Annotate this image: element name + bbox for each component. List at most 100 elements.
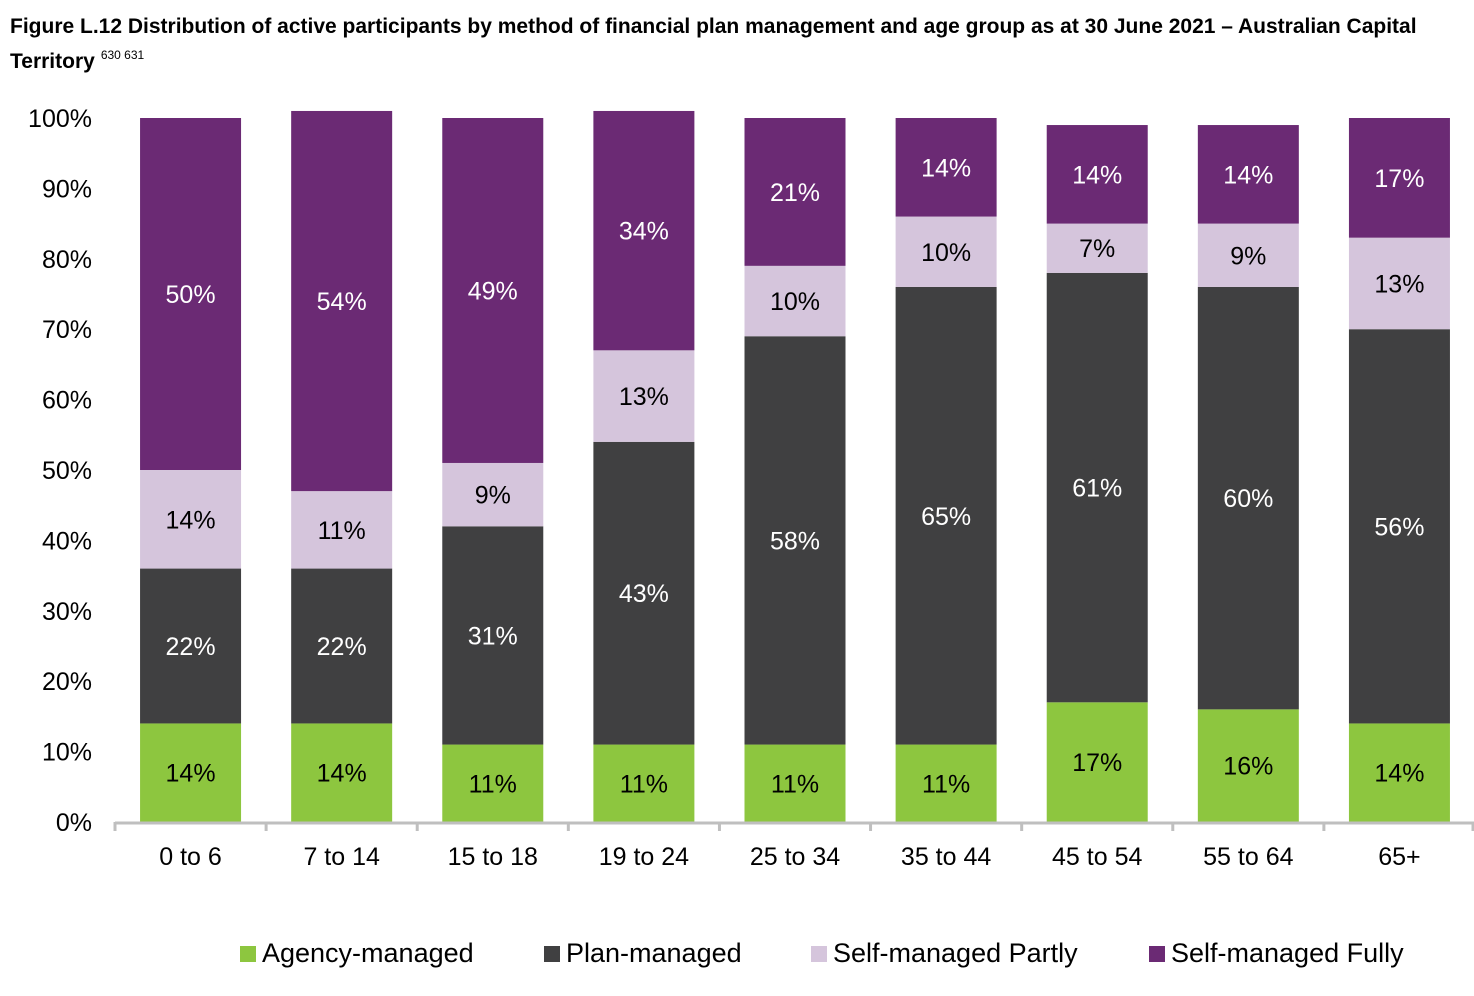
y-tick-label: 10% bbox=[42, 739, 92, 767]
data-label: 14% bbox=[1072, 161, 1122, 189]
data-label: 10% bbox=[921, 239, 971, 267]
chart-title: Figure L.12 Distribution of active parti… bbox=[10, 12, 1460, 76]
y-tick-label: 50% bbox=[42, 457, 92, 485]
bar-segment-self-managed-fully bbox=[593, 110, 695, 351]
y-tick-label: 90% bbox=[42, 175, 92, 203]
data-label: 14% bbox=[921, 154, 971, 182]
legend-item: Agency-managed bbox=[240, 938, 474, 969]
data-label: 43% bbox=[619, 580, 669, 608]
bar-segment-plan-managed bbox=[744, 336, 846, 745]
bar-segment-agency-managed bbox=[1197, 709, 1299, 822]
bar-segment-self-managed-partly bbox=[1046, 223, 1148, 273]
data-label: 14% bbox=[166, 760, 216, 788]
data-label: 54% bbox=[317, 288, 367, 316]
legend-item: Self-managed Partly bbox=[811, 938, 1078, 969]
data-label: 17% bbox=[1072, 749, 1122, 777]
bar-segment-plan-managed bbox=[140, 568, 242, 724]
bar-segment-self-managed-fully bbox=[442, 118, 544, 463]
bar-segment-self-managed-partly bbox=[1348, 237, 1450, 330]
x-tick-label: 35 to 44 bbox=[901, 843, 991, 871]
x-tick-label: 0 to 6 bbox=[159, 843, 222, 871]
y-tick-label: 20% bbox=[42, 668, 92, 696]
data-label: 14% bbox=[1374, 760, 1424, 788]
bar-segment-self-managed-partly bbox=[140, 470, 242, 569]
bar-segment-plan-managed bbox=[593, 441, 695, 745]
bar-segment-self-managed-partly bbox=[291, 491, 393, 569]
chart-title-text: Figure L.12 Distribution of active parti… bbox=[10, 15, 1417, 73]
data-label: 21% bbox=[770, 179, 820, 207]
data-label: 13% bbox=[1374, 270, 1424, 298]
data-label: 60% bbox=[1223, 485, 1273, 513]
y-tick-label: 80% bbox=[42, 246, 92, 274]
data-label: 9% bbox=[1230, 242, 1266, 270]
y-tick-label: 40% bbox=[42, 527, 92, 555]
x-tick-label: 7 to 14 bbox=[303, 843, 380, 871]
bar-segment-plan-managed bbox=[1197, 286, 1299, 710]
bar-segment-self-managed-partly bbox=[1197, 223, 1299, 287]
x-tick-label: 65+ bbox=[1378, 843, 1420, 871]
bar-segment-plan-managed bbox=[1348, 329, 1450, 724]
chart-legend: Agency-managed Plan-managed Self-managed P… bbox=[0, 938, 1474, 978]
x-tick-label: 15 to 18 bbox=[448, 843, 538, 871]
data-label: 65% bbox=[921, 503, 971, 531]
data-label: 56% bbox=[1374, 513, 1424, 541]
x-tick-label: 45 to 54 bbox=[1052, 843, 1142, 871]
data-label: 49% bbox=[468, 277, 518, 305]
data-label: 34% bbox=[619, 218, 669, 246]
bar-segment-agency-managed bbox=[291, 723, 393, 822]
data-label: 11% bbox=[620, 770, 668, 798]
bar-segment-agency-managed bbox=[895, 744, 997, 822]
bar-segment-plan-managed bbox=[442, 526, 544, 745]
bar-segment-self-managed-fully bbox=[1197, 125, 1299, 224]
y-tick-label: 30% bbox=[42, 598, 92, 626]
bar-segment-agency-managed bbox=[1046, 702, 1148, 822]
data-label: 22% bbox=[317, 633, 367, 661]
legend-label: Self-managed Fully bbox=[1171, 938, 1404, 968]
data-label: 11% bbox=[318, 517, 366, 545]
bar-segment-self-managed-partly bbox=[442, 462, 544, 527]
bar-segment-plan-managed bbox=[291, 568, 393, 724]
bar-segment-agency-managed bbox=[1348, 723, 1450, 822]
bar-segment-agency-managed bbox=[140, 723, 242, 822]
data-label: 61% bbox=[1072, 475, 1122, 503]
bar-segment-agency-managed bbox=[442, 744, 544, 822]
legend-label: Agency-managed bbox=[262, 938, 474, 968]
bar-segment-self-managed-fully bbox=[291, 110, 393, 492]
data-label: 17% bbox=[1374, 165, 1424, 193]
y-tick-label: 60% bbox=[42, 387, 92, 415]
bar-segment-self-managed-fully bbox=[744, 118, 846, 266]
data-label: 16% bbox=[1223, 753, 1273, 781]
data-label: 14% bbox=[166, 506, 216, 534]
bar-segment-plan-managed bbox=[1046, 272, 1148, 703]
bar-segment-self-managed-partly bbox=[895, 216, 997, 287]
bar-segment-self-managed-fully bbox=[895, 118, 997, 217]
legend-label: Self-managed Partly bbox=[833, 938, 1078, 968]
y-tick-label: 100% bbox=[28, 105, 92, 133]
x-tick-label: 25 to 34 bbox=[750, 843, 840, 871]
data-label: 50% bbox=[166, 281, 216, 309]
legend-swatch bbox=[1149, 945, 1165, 962]
bar-segment-agency-managed bbox=[593, 744, 695, 822]
bar-segment-self-managed-partly bbox=[593, 350, 695, 442]
data-label: 31% bbox=[468, 622, 518, 650]
bar-segment-self-managed-fully bbox=[140, 118, 242, 470]
y-tick-label: 0% bbox=[56, 809, 92, 837]
legend-swatch bbox=[544, 945, 560, 962]
x-tick-label: 55 to 64 bbox=[1203, 843, 1293, 871]
legend-item: Self-managed Fully bbox=[1149, 938, 1404, 969]
data-label: 11% bbox=[771, 770, 819, 798]
bar-segment-self-managed-fully bbox=[1348, 118, 1450, 238]
data-label: 11% bbox=[922, 770, 970, 798]
data-label: 14% bbox=[317, 760, 367, 788]
bar-segment-self-managed-partly bbox=[744, 265, 846, 337]
data-label: 7% bbox=[1079, 235, 1115, 263]
y-tick-label: 70% bbox=[42, 316, 92, 344]
legend-swatch bbox=[811, 945, 827, 962]
chart-title-footnotes: 630 631 bbox=[100, 48, 145, 62]
bar-segment-self-managed-fully bbox=[1046, 125, 1148, 224]
legend-label: Plan-managed bbox=[566, 938, 742, 968]
data-label: 13% bbox=[619, 383, 669, 411]
data-label: 14% bbox=[1223, 161, 1273, 189]
data-label: 58% bbox=[770, 527, 820, 555]
bar-segment-plan-managed bbox=[895, 286, 997, 745]
